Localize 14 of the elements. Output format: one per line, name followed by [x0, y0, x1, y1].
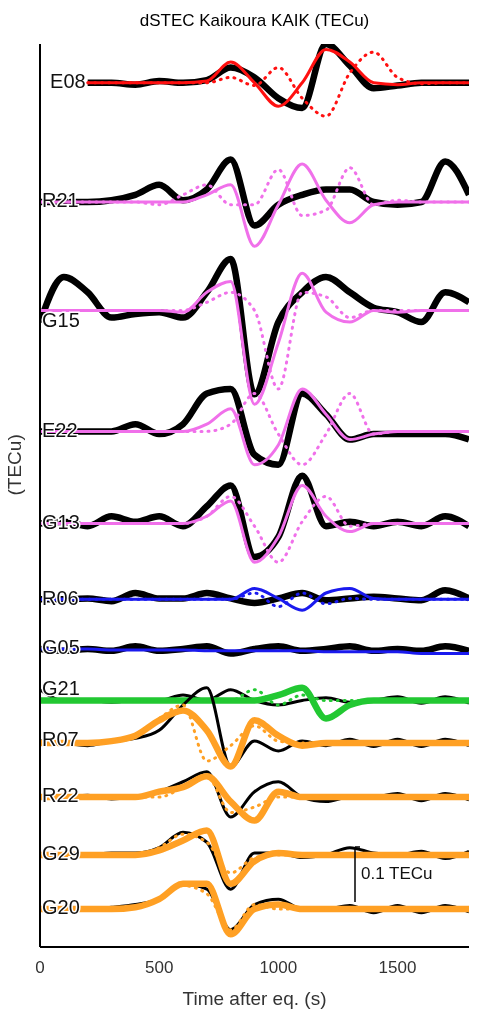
- x-axis-title: Time after eq. (s): [182, 988, 327, 1009]
- series-label: E22: [42, 418, 78, 441]
- x-tick-label: 0: [35, 958, 45, 978]
- series-label: E08: [50, 70, 86, 93]
- series-label: G21: [42, 676, 80, 699]
- x-tick-label: 1000: [259, 958, 298, 978]
- x-tick-label: 1500: [378, 958, 417, 978]
- chart-title: dSTEC Kaikoura KAIK (TECu): [138, 10, 371, 32]
- series-label: R06: [42, 586, 79, 609]
- series-label: G05: [42, 636, 80, 659]
- x-tick-label: 500: [144, 958, 174, 978]
- series-label: G13: [42, 510, 80, 533]
- series-label: G15: [42, 309, 80, 332]
- annotation: 0.1 TECu: [361, 864, 433, 884]
